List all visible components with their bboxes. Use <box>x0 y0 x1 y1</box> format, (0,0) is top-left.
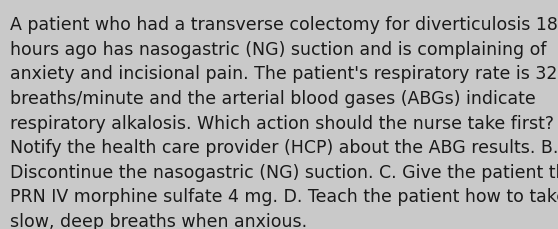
Text: breaths/minute and the arterial blood gases (ABGs) indicate: breaths/minute and the arterial blood ga… <box>10 90 536 107</box>
Text: Discontinue the nasogastric (NG) suction. C. Give the patient the: Discontinue the nasogastric (NG) suction… <box>10 163 558 181</box>
Text: anxiety and incisional pain. The patient's respiratory rate is 32: anxiety and incisional pain. The patient… <box>10 65 557 83</box>
Text: Notify the health care provider (HCP) about the ABG results. B.: Notify the health care provider (HCP) ab… <box>10 139 558 156</box>
Text: hours ago has nasogastric (NG) suction and is complaining of: hours ago has nasogastric (NG) suction a… <box>10 41 546 58</box>
Text: PRN IV morphine sulfate 4 mg. D. Teach the patient how to take: PRN IV morphine sulfate 4 mg. D. Teach t… <box>10 188 558 205</box>
Text: slow, deep breaths when anxious.: slow, deep breaths when anxious. <box>10 212 307 229</box>
Text: A patient who had a transverse colectomy for diverticulosis 18: A patient who had a transverse colectomy… <box>10 16 558 34</box>
Text: respiratory alkalosis. Which action should the nurse take first? A.: respiratory alkalosis. Which action shou… <box>10 114 558 132</box>
